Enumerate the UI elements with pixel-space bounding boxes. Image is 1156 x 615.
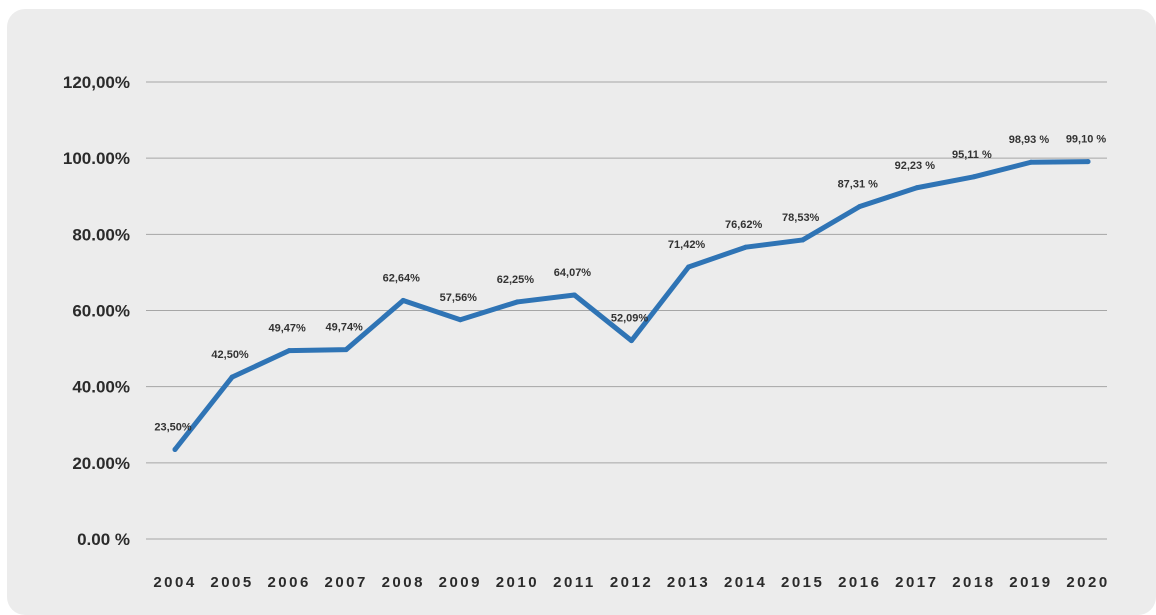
series-line xyxy=(175,162,1088,450)
data-label: 64,07% xyxy=(554,267,592,279)
data-label: 87,31 % xyxy=(838,178,879,190)
data-label: 98,93 % xyxy=(1009,134,1050,146)
series-line-layer xyxy=(173,159,1091,452)
data-point xyxy=(686,265,691,270)
data-point xyxy=(515,299,520,304)
x-tick-label: 2007 xyxy=(325,574,368,591)
data-point xyxy=(173,447,178,452)
x-tick-label: 2004 xyxy=(153,574,196,591)
x-tick-label: 2020 xyxy=(1066,574,1109,591)
x-tick-label: 2009 xyxy=(439,574,482,591)
data-label: 42,50% xyxy=(211,349,249,361)
x-axis-ticks: 2004 2005 2006 2007 2008 2009 2010 2011 2012 2013… xyxy=(153,574,1109,591)
data-label: 49,47% xyxy=(268,323,306,335)
data-label: 99,10 % xyxy=(1066,134,1107,146)
data-label: 71,42% xyxy=(668,239,706,251)
x-tick-label: 2010 xyxy=(496,574,539,591)
data-point xyxy=(230,375,235,380)
data-point xyxy=(1028,160,1033,165)
x-tick-label: 2017 xyxy=(895,574,938,591)
y-tick-label: 40.00% xyxy=(72,378,130,397)
data-point xyxy=(1086,159,1091,164)
x-tick-label: 2012 xyxy=(610,574,653,591)
x-tick-label: 2015 xyxy=(781,574,824,591)
x-tick-label: 2005 xyxy=(210,574,253,591)
data-label: 57,56% xyxy=(440,292,478,304)
data-point xyxy=(971,174,976,179)
y-tick-label: 120,00% xyxy=(63,73,130,92)
x-tick-label: 2006 xyxy=(267,574,310,591)
data-label: 23,50% xyxy=(154,422,192,434)
data-label: 62,64% xyxy=(383,272,421,284)
data-point xyxy=(572,293,577,298)
x-tick-label: 2014 xyxy=(724,574,767,591)
data-point xyxy=(344,347,349,352)
x-tick-label: 2011 xyxy=(553,574,596,591)
data-point xyxy=(800,237,805,242)
x-tick-label: 2008 xyxy=(382,574,425,591)
data-point xyxy=(857,204,862,209)
data-point xyxy=(287,348,292,353)
y-tick-label: 0.00 % xyxy=(77,530,130,549)
y-tick-label: 80.00% xyxy=(72,225,130,244)
data-label: 49,74% xyxy=(326,322,364,334)
data-label: 95,11 % xyxy=(952,149,992,161)
y-tick-label: 60.00% xyxy=(72,302,130,321)
x-tick-label: 2016 xyxy=(838,574,881,591)
data-point xyxy=(458,317,463,322)
data-label: 92,23 % xyxy=(895,160,936,172)
data-point xyxy=(629,338,634,343)
x-tick-label: 2013 xyxy=(667,574,710,591)
data-label: 76,62% xyxy=(725,219,763,231)
data-label: 52,09% xyxy=(611,313,649,325)
data-point xyxy=(914,185,919,190)
x-tick-label: 2019 xyxy=(1009,574,1052,591)
y-tick-label: 100.00% xyxy=(63,149,130,168)
x-tick-label: 2018 xyxy=(952,574,995,591)
data-label: 78,53% xyxy=(782,212,820,224)
data-label: 62,25% xyxy=(497,274,535,286)
data-point xyxy=(743,245,748,250)
y-tick-label: 20.00% xyxy=(72,454,130,473)
y-axis-ticks: 0.00 % 20.00% 40.00% 60.00% 80.00% 100.00% 120… xyxy=(63,73,130,549)
data-point xyxy=(401,298,406,303)
